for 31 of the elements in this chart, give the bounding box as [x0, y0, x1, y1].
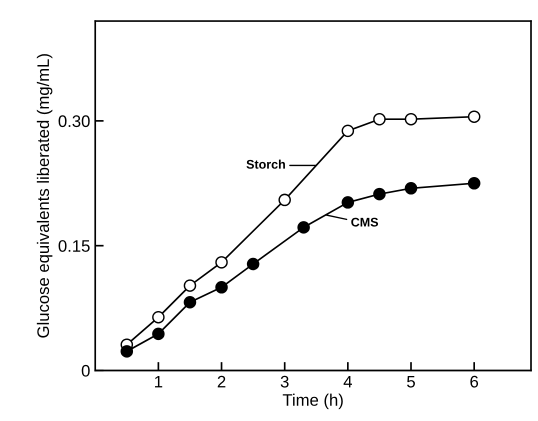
x-tick-label: 3	[280, 376, 289, 388]
y-axis-title: Glucose equivalents liberated (mg/mL)	[36, 54, 52, 338]
point	[215, 256, 228, 269]
x-tick-label: 6	[470, 376, 478, 388]
point	[184, 279, 196, 292]
x-tick-label: 5	[407, 376, 415, 388]
point	[246, 258, 260, 270]
x-tick-label: 2	[218, 376, 226, 388]
x-tick-label: 1	[155, 376, 162, 388]
y-tick-label: 0.15	[58, 240, 90, 252]
point	[342, 196, 354, 209]
y-tick-label: 0.30	[58, 115, 90, 128]
point	[184, 296, 196, 309]
point	[373, 112, 386, 126]
point	[468, 110, 480, 123]
annotation: Storch	[246, 160, 285, 169]
y-tick-label: 0	[82, 364, 90, 377]
annotation: CMS	[351, 218, 378, 227]
point	[120, 345, 134, 358]
point	[404, 182, 418, 195]
point	[373, 188, 386, 200]
point	[404, 112, 418, 126]
point	[152, 310, 165, 324]
point	[297, 221, 310, 234]
point	[152, 328, 165, 340]
point	[215, 281, 228, 294]
x-axis-title: Time (h)	[282, 394, 343, 410]
point	[342, 124, 354, 138]
point	[278, 194, 291, 206]
point	[468, 177, 480, 190]
x-tick-label: 4	[344, 376, 352, 388]
